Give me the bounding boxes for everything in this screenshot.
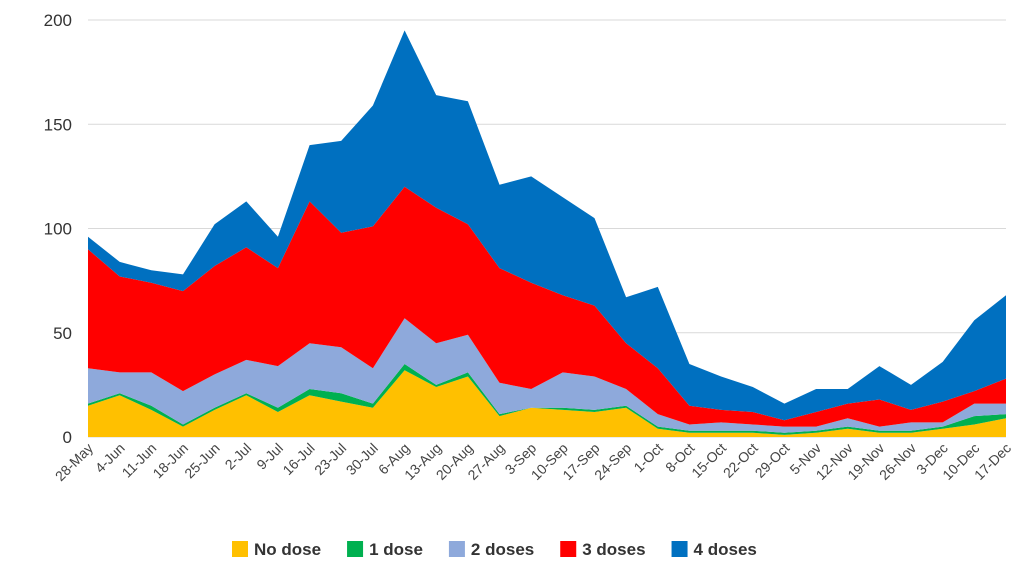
legend-label: 2 doses (471, 540, 534, 559)
legend-item-1-dose: 1 dose (347, 540, 423, 559)
legend-item-4-doses: 4 doses (671, 540, 757, 559)
legend-swatch (671, 541, 688, 557)
y-tick-label: 200 (44, 11, 72, 30)
x-tick-label: 15-Oct (688, 440, 729, 481)
legend-item-3-doses: 3 doses (560, 540, 646, 559)
legend-swatch (232, 541, 248, 557)
x-tick-label: 25-Jun (181, 440, 223, 482)
plot-areas (88, 30, 1006, 437)
x-tick-label: 2-Jul (222, 440, 255, 473)
legend-swatch (448, 541, 465, 557)
legend-label: No dose (254, 540, 321, 559)
area-2-doses (88, 318, 1006, 433)
y-tick-label: 50 (53, 324, 72, 343)
y-tick-label: 150 (44, 115, 72, 134)
x-axis: 28-May4-Jun11-Jun18-Jun25-Jun2-Jul9-Jul1… (52, 440, 1014, 484)
x-tick-label: 22-Oct (720, 440, 761, 481)
legend-item-2-doses: 2 doses (448, 540, 534, 559)
legend-label: 3 doses (582, 540, 645, 559)
legend: No dose 1 dose 2 doses 3 doses 4 doses (232, 540, 757, 559)
legend-swatch (347, 541, 364, 557)
x-tick-label: 28-May (52, 440, 96, 484)
x-tick-label: 16-Jul (279, 440, 317, 478)
x-tick-label: 23-Jul (311, 440, 349, 478)
legend-swatch (560, 541, 577, 557)
legend-label: 1 dose (369, 540, 423, 559)
y-axis: 0 50 100 150 200 (44, 11, 72, 447)
x-tick-label: 1-Oct (630, 440, 666, 476)
legend-label: 4 doses (694, 540, 757, 559)
x-tick-label: 30-Jul (343, 440, 381, 478)
area-no-dose (88, 370, 1006, 437)
x-tick-label: 29-Oct (752, 440, 793, 481)
y-tick-label: 100 (44, 220, 72, 239)
legend-item-no-dose: No dose (232, 540, 321, 559)
area-4-doses (88, 30, 1006, 421)
area-3-doses (88, 186, 1006, 427)
y-tick-label: 0 (63, 428, 72, 447)
